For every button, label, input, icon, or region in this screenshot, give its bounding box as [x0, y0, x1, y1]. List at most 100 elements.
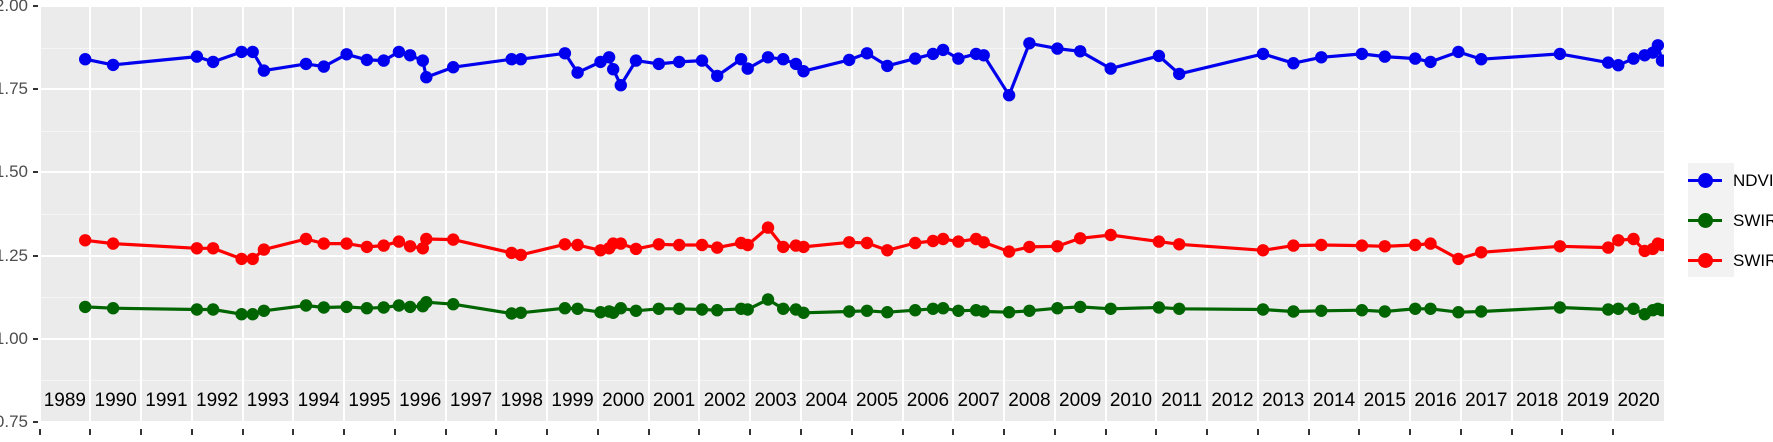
plot-panel — [39, 6, 1664, 422]
data-point — [797, 240, 810, 254]
legend-item-swir1[interactable]: SWIR1 — [1688, 243, 1773, 277]
data-point — [1355, 47, 1369, 61]
data-point — [1023, 37, 1036, 50]
data-point — [514, 306, 527, 319]
y-axis-tick-mark — [33, 171, 38, 174]
gridline-major-vertical — [1053, 6, 1056, 422]
data-point — [571, 66, 584, 79]
legend-key — [1688, 163, 1722, 197]
data-point — [360, 302, 374, 315]
data-point — [505, 307, 518, 320]
data-point — [843, 53, 856, 67]
gridline-major-vertical — [1459, 6, 1462, 422]
x-axis-tick-label: 2019 — [1566, 390, 1609, 411]
data-point — [1256, 244, 1270, 257]
data-point — [1378, 240, 1392, 253]
y-axis-tick-mark — [33, 254, 38, 257]
data-point — [1315, 51, 1328, 64]
gridline-major-vertical — [1256, 6, 1259, 422]
data-point — [1378, 305, 1392, 318]
data-point — [1409, 302, 1422, 315]
x-axis-tick-mark — [1358, 429, 1361, 435]
series-ndvi — [79, 37, 1664, 102]
data-point — [1002, 306, 1016, 319]
data-point — [106, 58, 120, 72]
gridline-major-vertical — [749, 6, 752, 422]
data-point — [1409, 52, 1422, 65]
data-point — [420, 71, 433, 84]
data-point — [1173, 67, 1186, 81]
data-point — [1002, 89, 1016, 102]
x-axis-tick-mark — [495, 429, 498, 435]
gridline-major-vertical — [39, 6, 41, 422]
data-point — [1602, 241, 1615, 254]
data-point — [1287, 305, 1300, 318]
data-point — [1424, 237, 1437, 250]
legend-item-swir2[interactable]: SWIR2 — [1688, 203, 1773, 237]
data-point — [1104, 62, 1117, 75]
x-axis-tick-mark — [546, 429, 549, 435]
data-point — [673, 55, 686, 69]
data-point — [1655, 238, 1664, 252]
legend-label: NDVI — [1733, 170, 1773, 190]
data-point — [558, 302, 572, 315]
legend-item-ndvi[interactable]: NDVI — [1688, 163, 1773, 197]
data-point — [695, 54, 709, 67]
data-point — [761, 221, 775, 234]
x-axis-tick-mark — [901, 429, 904, 435]
data-point — [1074, 232, 1087, 245]
data-point — [377, 301, 390, 314]
x-axis-tick-label: 2001 — [652, 390, 696, 411]
y-axis-tick-label: 1.75 — [0, 79, 28, 99]
data-point — [1173, 238, 1186, 251]
gridline-major-vertical — [546, 6, 549, 422]
data-point — [190, 50, 204, 63]
x-axis-tick-mark — [1155, 429, 1158, 435]
data-point — [741, 238, 754, 252]
data-point — [558, 238, 572, 251]
data-point — [777, 302, 790, 315]
data-point — [360, 53, 374, 67]
x-axis-tick-label: 2000 — [602, 390, 645, 411]
data-point — [340, 300, 353, 314]
gridline-major-vertical — [850, 6, 853, 422]
data-point — [673, 302, 686, 315]
y-axis-tick-label: 1.25 — [0, 245, 28, 265]
gridline-major-vertical — [89, 6, 92, 422]
data-point — [190, 242, 204, 255]
data-point — [1612, 58, 1625, 72]
x-axis-tick-label: 2017 — [1465, 390, 1508, 411]
y-axis-tick-mark — [33, 5, 38, 7]
y-axis-tick-label: 2.00 — [0, 0, 28, 15]
x-axis-tick-mark — [292, 429, 295, 435]
data-point — [235, 308, 248, 321]
data-point — [79, 300, 92, 314]
data-point — [1424, 302, 1437, 315]
data-point — [1173, 302, 1186, 315]
data-point — [1553, 47, 1567, 61]
x-axis-tick-label: 1994 — [297, 390, 340, 411]
legend-point-swatch — [1698, 213, 1713, 228]
y-axis-tick-mark — [33, 88, 38, 91]
data-point — [190, 303, 204, 316]
data-point — [1612, 234, 1625, 247]
data-point — [673, 238, 686, 252]
data-point — [416, 242, 429, 255]
series-swir2 — [79, 293, 1664, 321]
x-axis-tick-label: 2010 — [1109, 390, 1153, 411]
data-point — [1409, 238, 1422, 252]
data-point — [1104, 228, 1117, 242]
x-axis-tick-label: 1996 — [399, 390, 442, 411]
data-point — [1315, 304, 1328, 317]
data-point — [711, 241, 724, 254]
x-axis-tick-label: 2012 — [1211, 390, 1254, 411]
data-point — [952, 52, 965, 65]
legend-point-swatch — [1698, 253, 1713, 268]
data-point — [860, 47, 874, 60]
data-point — [1424, 55, 1437, 69]
data-point — [246, 252, 259, 266]
x-axis-tick-mark — [596, 429, 599, 435]
data-point — [909, 304, 922, 317]
gridline-major-vertical — [647, 6, 650, 422]
